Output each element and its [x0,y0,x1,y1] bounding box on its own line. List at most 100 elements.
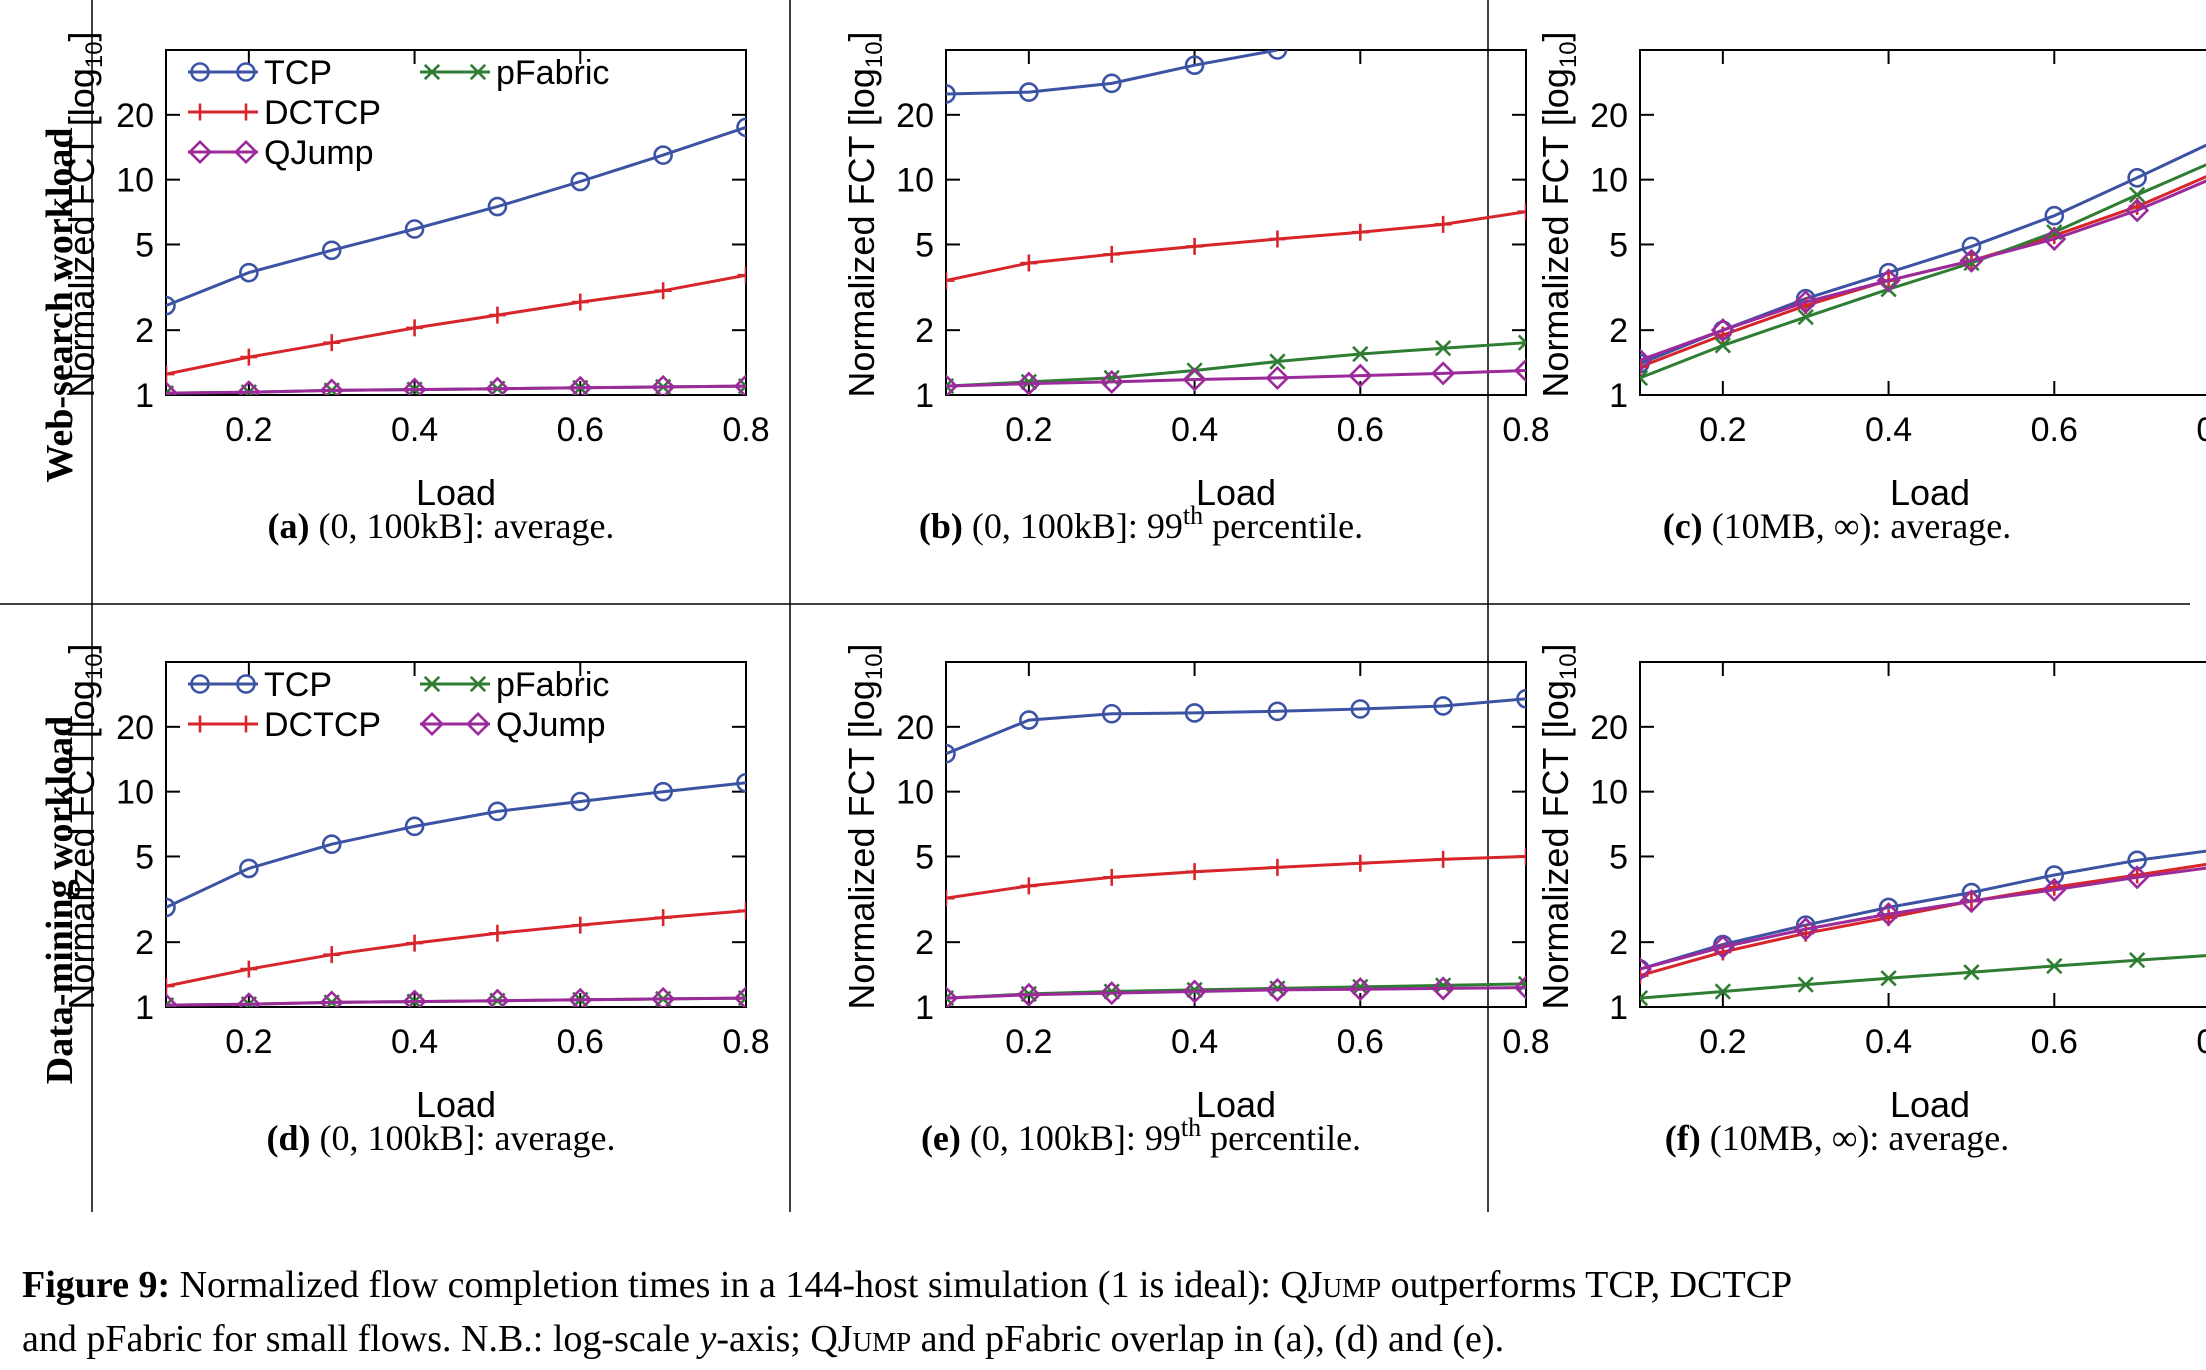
legend-marker-tcp [190,674,210,694]
subcaption-label: (b) [919,506,963,546]
point-dctcp [1103,868,1121,886]
series-line-qjump [946,986,1526,1000]
plot-frame [1639,661,2206,1008]
point-dctcp [1268,230,1286,248]
y-axis-label-main: Normalized FCT [log [61,680,102,1009]
subcaption-text: (10MB, ∞): average. [1701,1118,2010,1158]
subcaption-tail: percentile. [1201,1118,1361,1158]
x-tick-label: 0.8 [2196,411,2206,449]
point-qjump [1016,371,1041,395]
series-line-qjump [946,369,1526,388]
y-tick-label: 10 [896,162,934,200]
legend-marker-pfabric [423,675,441,693]
point-pfabric [1963,964,1980,981]
x-tick-label: 0.2 [225,1023,272,1061]
y-tick-label: 20 [116,709,154,747]
chart-f: 1 2 5 10 20 0.2 0.4 0.6 0.8 Load Normalized FCT [l… [1535,643,2206,1158]
x-axis-label: Load [1196,1084,1276,1125]
legend-marker-dctcp [191,103,209,121]
y-tick-label: 5 [1609,226,1628,264]
subcaption-c: (c) (10MB, ∞): average. [1663,506,2012,546]
x-tick-label: 0.6 [2031,1023,2078,1061]
point-pfabric [1880,970,1897,987]
point-tcp [2127,168,2147,188]
point-dctcp [1640,358,1649,376]
point-pfabric [1435,340,1452,357]
x-axis-label: Load [416,1084,496,1125]
point-qjump [1710,934,1735,960]
subcaption-label: (d) [267,1118,311,1158]
subcaption-label: (f) [1665,1118,1701,1158]
point-qjump [485,988,510,1007]
legend: TCP pFabric DCTCP QJump [188,666,609,744]
x-tick-label: 0.4 [1865,1023,1912,1061]
figure-caption-line2b: -axis; [716,1318,811,1360]
point-qjump [1513,975,1526,1000]
legend-marker-pfabric [469,675,487,693]
y-axis-label-end: ] [841,643,882,653]
series-line-tcp [166,125,746,307]
point-qjump [1959,248,1984,273]
x-tick-label: 0.6 [1337,411,1384,449]
point-qjump [1710,318,1735,343]
subcaption-text: (0, 100kB]: 99 [961,1118,1181,1158]
y-tick-label: 5 [1609,838,1628,876]
point-tcp [1184,703,1205,723]
y-tick-label: 2 [1609,924,1628,962]
y-tick-label: 2 [915,312,934,350]
subcaption-label: (e) [921,1118,961,1158]
point-qjump [651,986,676,1007]
point-qjump [1431,976,1456,1001]
point-tcp [1184,55,1205,75]
point-tcp [653,145,673,165]
point-dctcp [737,266,746,284]
series-line-tcp [946,697,1526,756]
figure-caption-qjump-2: QJump [810,1318,912,1360]
series-line-qjump [166,996,746,1007]
series-line-qjump [166,384,746,395]
point-pfabric [1714,983,1731,1000]
point-dctcp [571,916,589,934]
legend-marker-tcp [236,62,256,82]
point-tcp [487,196,508,217]
point-qjump [1265,977,1290,1002]
point-qjump [1513,358,1526,383]
x-tick-label: 0.4 [391,1023,438,1061]
x-tick-label: 0.8 [1502,1023,1549,1061]
y-axis-label: Normalized FCT [log10] [841,31,888,397]
plot-frame [945,49,1527,396]
subcaption-label: (c) [1663,506,1703,546]
x-tick-label: 0.8 [1502,411,1549,449]
point-qjump [1099,981,1124,1006]
y-tick-label: 10 [116,774,154,812]
series-group [1640,143,2206,387]
plot-frame [165,661,747,1008]
point-tcp [1433,696,1453,716]
subcaption-sup: th [1183,501,1203,530]
point-tcp [946,84,956,104]
legend-label-pfabric: pFabric [496,666,609,704]
y-tick-label: 1 [1609,989,1628,1027]
point-dctcp [654,909,672,927]
subcaption-sup: th [1181,1113,1201,1142]
point-qjump [1099,369,1124,394]
point-pfabric [1797,976,1814,993]
legend-marker-qjump [419,711,445,737]
series-line-tcp [946,50,1278,96]
plot-frame [1639,49,2206,396]
point-dctcp [1020,877,1038,895]
point-pfabric [2046,957,2063,975]
legend-marker-tcp [236,674,256,694]
y-tick-label: 1 [915,377,934,415]
y-axis-label-main: Normalized FCT [log [1535,680,1576,1009]
point-qjump [1431,361,1456,386]
y-axis-label: Normalized FCT [log10] [61,31,108,397]
x-axis-label: Load [1890,472,1970,513]
subcaption-a: (a) (0, 100kB]: average. [268,506,615,546]
point-dctcp [1351,223,1369,241]
point-dctcp [406,934,424,952]
legend-marker-dctcp [237,103,255,121]
point-tcp [570,791,591,812]
subcaption-e: (e) (0, 100kB]: 99th percentile. [921,1113,1361,1158]
point-qjump [1182,979,1207,1004]
